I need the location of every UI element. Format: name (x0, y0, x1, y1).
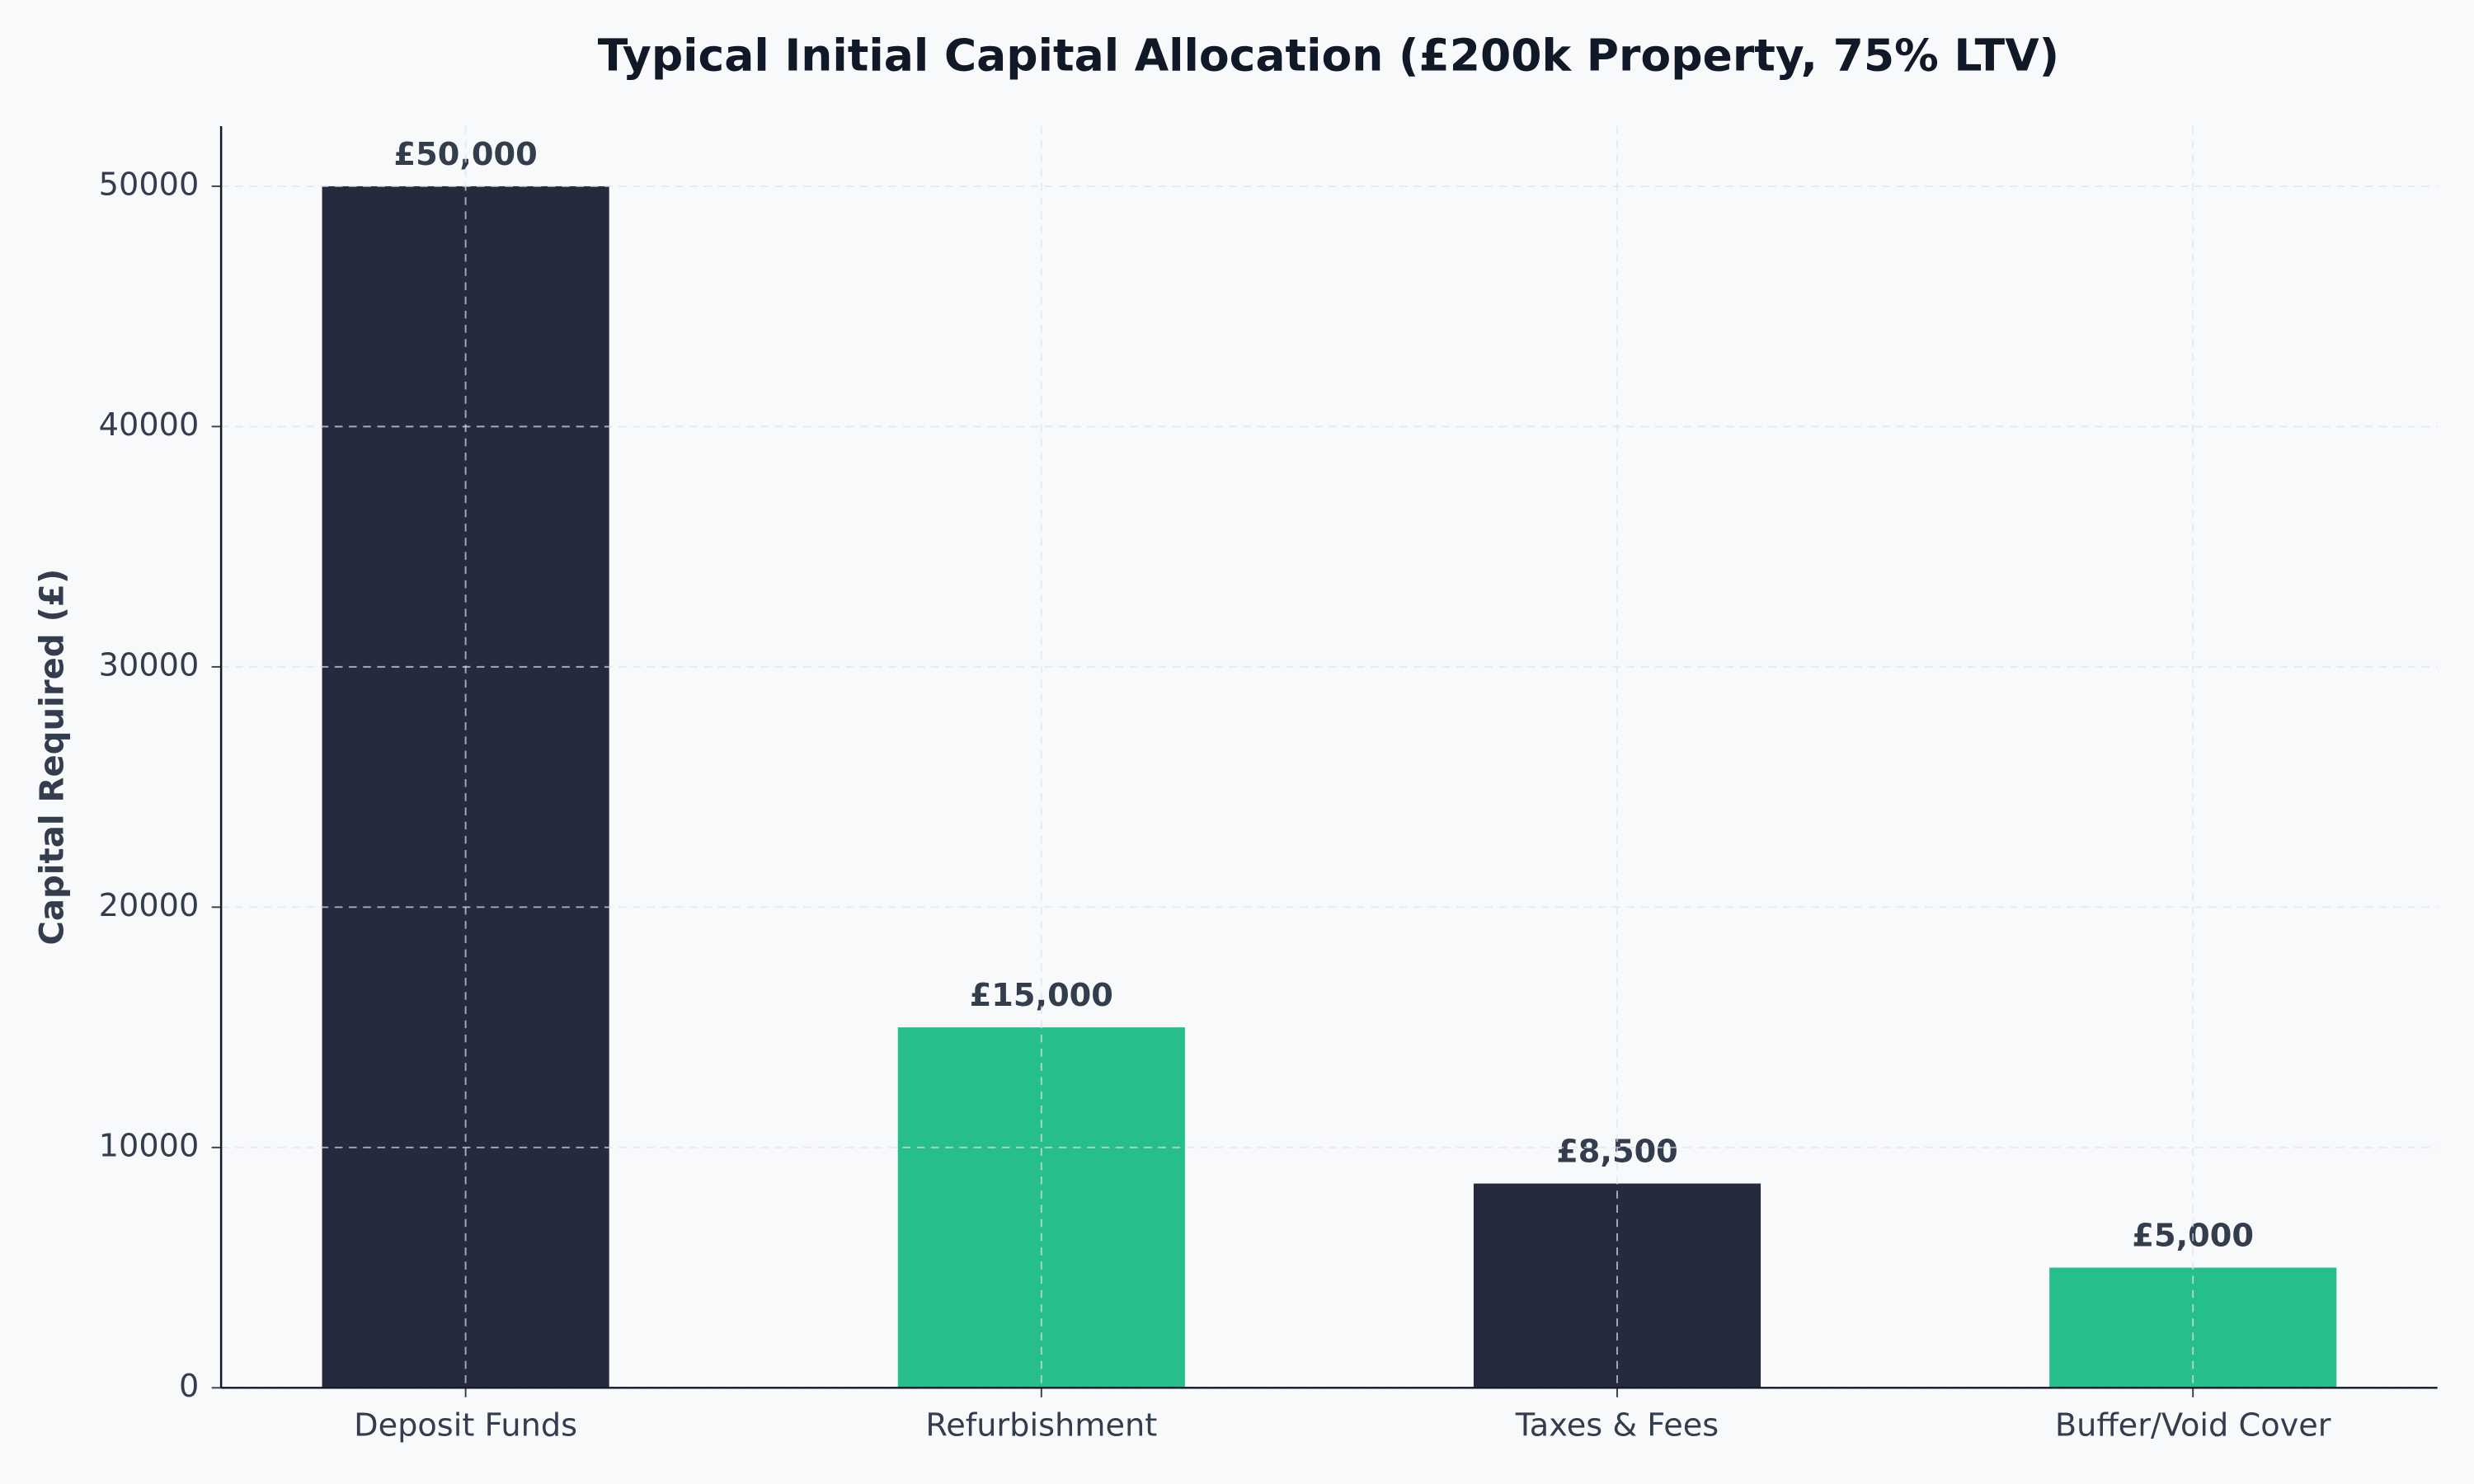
y-axis-label: Capital Required (£) (33, 569, 71, 946)
y-tick-label: 40000 (99, 406, 200, 444)
chart-title: Typical Initial Capital Allocation (£200… (598, 29, 2059, 81)
x-tick-label: Buffer/Void Cover (2055, 1407, 2331, 1444)
y-tick-label: 20000 (99, 887, 200, 924)
x-tick-label: Deposit Funds (354, 1407, 577, 1444)
x-tick-label: Refurbishment (925, 1407, 1157, 1444)
bar (2049, 1267, 2337, 1388)
y-tick-label: 50000 (99, 166, 200, 203)
y-tick-label: 30000 (99, 646, 200, 683)
y-tick-label: 0 (179, 1368, 199, 1405)
x-tick-label: Taxes & Fees (1515, 1407, 1719, 1444)
bar (1473, 1183, 1761, 1388)
y-tick-label: 10000 (99, 1127, 200, 1164)
